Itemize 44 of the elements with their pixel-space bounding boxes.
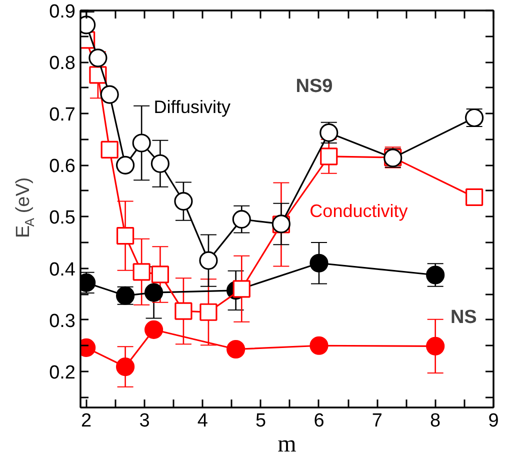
y-tick-label: 0.6 <box>49 156 76 178</box>
point <box>151 266 169 284</box>
point <box>116 227 134 245</box>
y-tick-label: 0.7 <box>49 104 76 126</box>
point <box>232 210 251 229</box>
point <box>310 336 328 355</box>
x-tick-label: 9 <box>488 410 499 432</box>
point <box>144 320 164 339</box>
point <box>150 154 170 173</box>
y-axis-title: EA (eV) <box>13 177 37 238</box>
x-axis-title: m <box>278 432 297 458</box>
x-tick-label: 6 <box>314 410 324 432</box>
x-tick-label: 3 <box>139 410 150 432</box>
point <box>100 85 119 104</box>
point <box>132 263 150 281</box>
point <box>132 134 151 152</box>
y-tick-label: 0.8 <box>49 53 76 74</box>
point <box>426 336 445 356</box>
y-tick-label: 0.3 <box>49 310 76 332</box>
point <box>100 140 118 159</box>
point <box>88 48 108 68</box>
point <box>144 283 164 302</box>
point <box>310 254 328 272</box>
x-tick-label: 8 <box>430 410 441 432</box>
x-tick-label: 4 <box>197 410 208 432</box>
x-tick-label: 5 <box>256 410 266 432</box>
point <box>116 357 135 376</box>
y-tick-label: 0.9 <box>49 2 76 22</box>
point <box>200 303 218 321</box>
y-tick-label: 0.5 <box>49 208 76 229</box>
y-tick-label: 0.2 <box>49 362 76 384</box>
point <box>226 340 246 359</box>
x-tick-label: 2 <box>81 410 92 432</box>
point <box>320 148 338 166</box>
series-label: Conductivity <box>310 201 408 222</box>
y-tick-label: 0.4 <box>49 259 76 280</box>
series-label: Diffusivity <box>154 96 230 117</box>
point <box>199 251 218 270</box>
point <box>174 302 192 320</box>
point <box>116 156 135 174</box>
point <box>174 192 193 211</box>
annotation: NS9 <box>296 76 333 97</box>
annotation: NS <box>450 306 477 328</box>
x-tick-label: 7 <box>372 410 382 432</box>
